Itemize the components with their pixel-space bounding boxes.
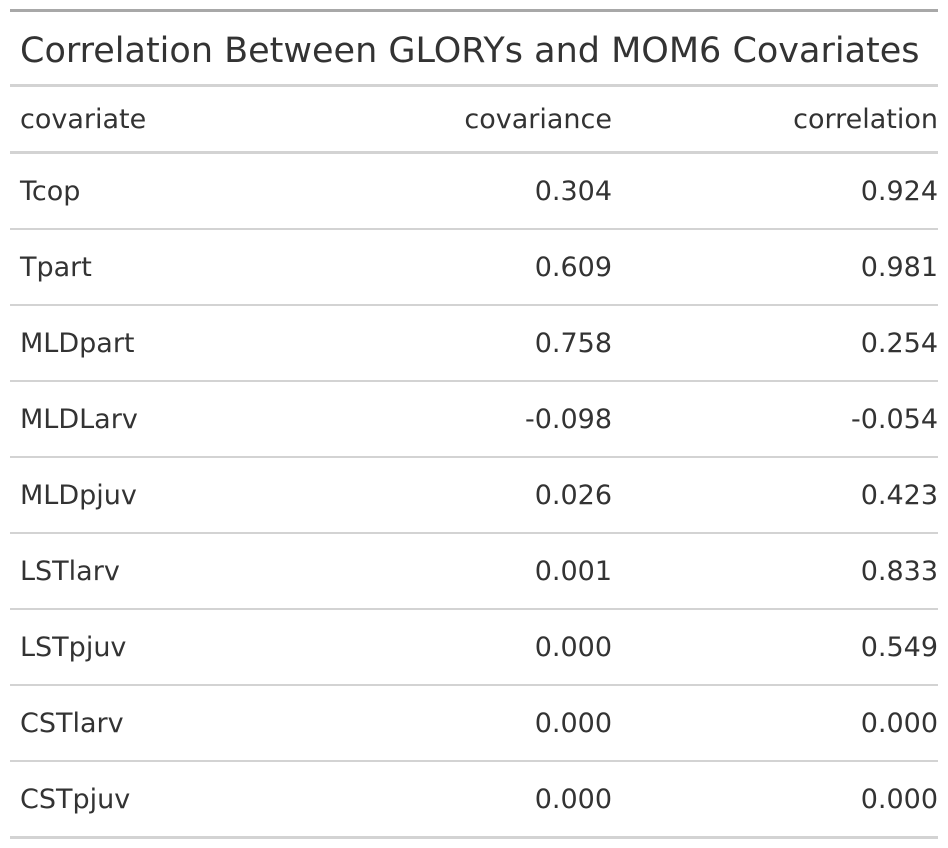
cell-correlation: 0.924 xyxy=(612,152,938,230)
table-row: MLDpart 0.758 0.254 xyxy=(10,305,938,382)
column-header-correlation: correlation xyxy=(612,87,938,154)
cell-covariance: 0.304 xyxy=(344,152,612,230)
table-row: MLDLarv -0.098 -0.054 xyxy=(10,381,938,458)
cell-covariance: 0.000 xyxy=(344,761,612,839)
cell-covariate: MLDpart xyxy=(10,305,344,382)
table-row: MLDpjuv 0.026 0.423 xyxy=(10,457,938,534)
cell-covariate: Tcop xyxy=(10,152,344,230)
cell-covariate: CSTpjuv xyxy=(10,761,344,839)
table-header: covariate covariance correlation xyxy=(10,87,938,154)
cell-covariance: 0.001 xyxy=(344,533,612,610)
table-title: Correlation Between GLORYs and MOM6 Cova… xyxy=(10,12,938,87)
cell-covariance: 0.000 xyxy=(344,685,612,762)
cell-covariate: MLDpjuv xyxy=(10,457,344,534)
column-header-covariate: covariate xyxy=(10,87,344,154)
cell-correlation: 0.833 xyxy=(612,533,938,610)
cell-correlation: 0.423 xyxy=(612,457,938,534)
cell-correlation: 0.254 xyxy=(612,305,938,382)
data-table: covariate covariance correlation Tcop 0.… xyxy=(10,87,938,839)
column-header-covariance: covariance xyxy=(344,87,612,154)
table-row: Tpart 0.609 0.981 xyxy=(10,229,938,306)
cell-covariance: -0.098 xyxy=(344,381,612,458)
cell-correlation: 0.000 xyxy=(612,685,938,762)
table-body: Tcop 0.304 0.924 Tpart 0.609 0.981 MLDpa… xyxy=(10,152,938,839)
table-row: Tcop 0.304 0.924 xyxy=(10,152,938,230)
table-row: LSTlarv 0.001 0.833 xyxy=(10,533,938,610)
cell-covariate: Tpart xyxy=(10,229,344,306)
cell-covariate: CSTlarv xyxy=(10,685,344,762)
cell-correlation: 0.000 xyxy=(612,761,938,839)
cell-covariate: LSTpjuv xyxy=(10,609,344,686)
cell-correlation: 0.549 xyxy=(612,609,938,686)
header-row: covariate covariance correlation xyxy=(10,87,938,154)
table-row: CSTlarv 0.000 0.000 xyxy=(10,685,938,762)
cell-covariance: 0.609 xyxy=(344,229,612,306)
correlation-table: Correlation Between GLORYs and MOM6 Cova… xyxy=(10,9,938,839)
cell-covariance: 0.000 xyxy=(344,609,612,686)
cell-covariate: LSTlarv xyxy=(10,533,344,610)
cell-covariance: 0.026 xyxy=(344,457,612,534)
table-row: LSTpjuv 0.000 0.549 xyxy=(10,609,938,686)
cell-correlation: 0.981 xyxy=(612,229,938,306)
table-row: CSTpjuv 0.000 0.000 xyxy=(10,761,938,839)
cell-covariance: 0.758 xyxy=(344,305,612,382)
cell-correlation: -0.054 xyxy=(612,381,938,458)
cell-covariate: MLDLarv xyxy=(10,381,344,458)
